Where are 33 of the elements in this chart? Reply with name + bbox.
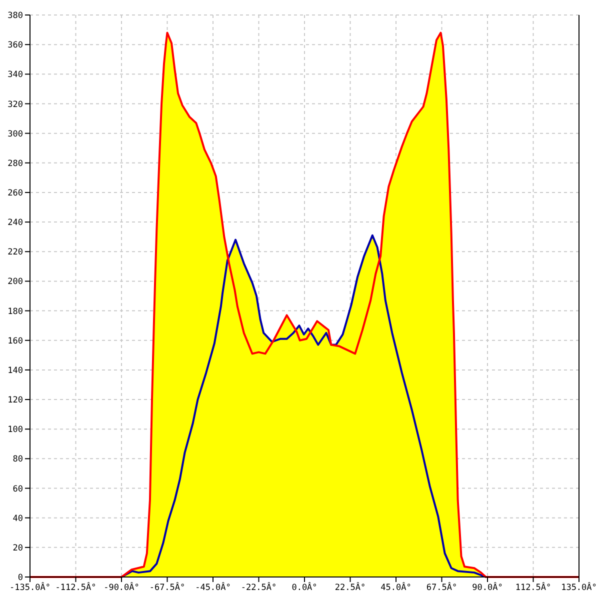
x-tick-label: -90.0Â°	[104, 582, 140, 594]
x-tick-label: 112.5Â°	[515, 582, 552, 594]
y-tick-label: 280	[8, 158, 23, 169]
x-tick-label: -22.5Â°	[240, 582, 277, 594]
x-tick-label: -45.0Â°	[195, 582, 231, 594]
x-tick-label: -112.5Â°	[55, 582, 96, 594]
x-tick-label: 90.0Â°	[472, 582, 503, 594]
y-tick-label: 60	[12, 484, 23, 494]
y-tick-label: 220	[8, 248, 23, 258]
x-tick-label: 22.5Â°	[334, 582, 366, 594]
y-tick-label: 240	[8, 218, 23, 228]
y-tick-label: 120	[8, 396, 23, 406]
y-tick-label: 300	[8, 129, 23, 140]
x-tick-label: 0.0Â°	[292, 582, 318, 594]
y-tick-label: 320	[8, 100, 23, 110]
y-tick-label: 200	[8, 277, 23, 288]
x-tick-label: 135.0Â°	[561, 582, 597, 594]
y-tick-label: 260	[8, 188, 23, 198]
y-tick-label: 40	[12, 514, 23, 524]
y-tick-label: 140	[8, 366, 23, 376]
x-tick-label: 67.5Â°	[426, 582, 458, 594]
y-tick-label: 380	[8, 11, 23, 22]
y-tick-label: 100	[8, 425, 23, 436]
y-tick-label: 0	[18, 573, 23, 584]
y-tick-label: 340	[8, 70, 23, 80]
x-tick-label: 45.0Â°	[380, 582, 412, 594]
y-tick-label: 360	[8, 40, 23, 51]
y-tick-label: 20	[12, 543, 23, 554]
x-tick-label: -67.5Â°	[149, 582, 186, 594]
y-tick-label: 180	[8, 306, 23, 317]
y-tick-label: 80	[12, 454, 23, 465]
x-tick-label: -135.0Â°	[10, 582, 50, 594]
y-tick-label: 160	[8, 336, 23, 346]
